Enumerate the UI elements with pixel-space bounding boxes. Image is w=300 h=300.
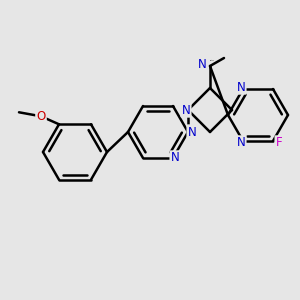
Text: N: N [182,103,190,116]
Text: N: N [171,152,179,164]
Text: N: N [198,58,206,70]
Text: N: N [237,136,245,149]
Text: N: N [188,125,196,139]
Text: methyl: methyl [210,59,214,61]
Text: O: O [36,110,46,123]
Text: F: F [276,136,282,149]
Text: N: N [237,80,245,94]
